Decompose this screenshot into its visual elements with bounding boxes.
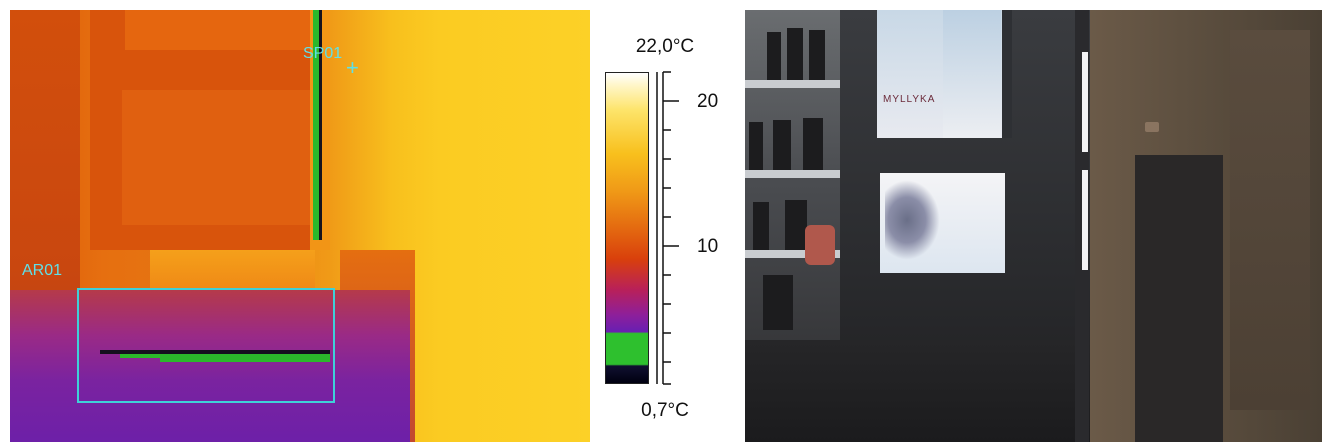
- thermal-door-warm-zone: [150, 250, 315, 295]
- photo-ceiling-lamp: [1145, 122, 1159, 132]
- spot-crosshair-icon[interactable]: +: [346, 55, 359, 80]
- photo-right-shelf: [1230, 30, 1310, 410]
- photo-boot: [753, 202, 769, 250]
- photo-door-window-top-right: [943, 10, 1001, 138]
- photo-shelf-board: [745, 80, 843, 88]
- thermal-image: AR01 SP01 +: [10, 10, 590, 442]
- area-label: AR01: [22, 262, 63, 279]
- photo-shelf-board: [745, 170, 843, 178]
- photo-window-sign: MYLLYKA: [883, 94, 936, 105]
- photo-boot: [767, 32, 781, 80]
- scale-min-label: 0,7°C: [641, 400, 689, 421]
- isotherm-threshold: [160, 354, 330, 362]
- area-measurement-box[interactable]: [77, 288, 335, 403]
- photo-boot: [749, 122, 763, 170]
- scale-tick-20: 20: [697, 91, 719, 112]
- spot-label: SP01: [303, 45, 343, 62]
- photo-shelf-board: [745, 250, 843, 258]
- photo-boot: [809, 30, 825, 80]
- isotherm-threshold-left: [120, 354, 160, 358]
- temperature-scale-bar: [605, 72, 649, 384]
- photo-boot: [785, 200, 807, 250]
- scale-max-label: 22,0°C: [635, 36, 695, 57]
- photo-door-handle: [1082, 170, 1088, 270]
- thermal-door-panel: [122, 90, 322, 225]
- threshold-dark-line: [100, 350, 330, 354]
- photo-boot: [803, 118, 823, 170]
- photo-floor: [745, 340, 1090, 442]
- photo-boot: [773, 120, 791, 170]
- door-edge-dark-line: [319, 10, 322, 240]
- photo-back-doorway: [1135, 155, 1223, 442]
- thermal-cold-floor: [10, 290, 410, 442]
- visual-photo: MYLLYKA: [745, 10, 1322, 442]
- photo-boot: [787, 28, 803, 80]
- scale-axis: [656, 71, 679, 385]
- scale-tick-10: 10: [697, 236, 719, 257]
- photo-red-object: [805, 225, 835, 265]
- photo-door-handle: [1082, 52, 1088, 152]
- photo-window-reflection: [885, 180, 940, 260]
- thermal-door-upper-panel: [125, 10, 310, 50]
- photo-boot: [763, 275, 793, 330]
- isotherm-door-edge: [313, 10, 319, 240]
